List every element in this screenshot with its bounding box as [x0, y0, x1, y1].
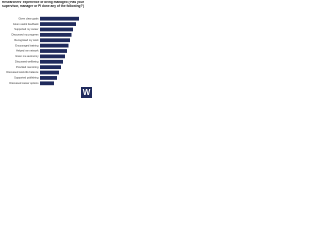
y-tick-label: Supported my career	[14, 27, 38, 31]
bar	[40, 43, 69, 48]
y-tick-label: Discussed work-life balance	[6, 70, 39, 74]
y-tick-label: Provided mentoring	[16, 65, 39, 69]
y-tick-label: Given me autonomy	[15, 54, 39, 58]
y-tick-label: Discussed wellbeing	[15, 59, 39, 63]
y-tick-label: Discussed career options	[9, 81, 39, 85]
bar	[40, 70, 59, 75]
bar	[40, 65, 61, 70]
bar	[40, 27, 73, 32]
bar	[40, 32, 72, 37]
chart: Researchers' experience of being managed…	[0, 0, 93, 100]
bar	[40, 22, 76, 26]
title-box: Researchers' experience of being managed…	[2, 1, 85, 8]
chart-title: Researchers' experience of being managed…	[2, 1, 85, 8]
y-tick-label: Given clear goals	[18, 16, 39, 20]
logo-box	[81, 87, 92, 98]
y-tick-label: Helped me network	[16, 49, 39, 53]
bar	[40, 81, 54, 86]
bar	[40, 59, 63, 64]
bar	[40, 49, 67, 53]
y-tick-label: Discussed my progress	[12, 33, 40, 37]
bar	[40, 76, 57, 80]
bar	[40, 38, 70, 43]
y-tick-label: Supported publishing	[14, 76, 39, 80]
bar	[40, 16, 79, 21]
logo: W	[83, 88, 91, 97]
y-tick-label: Encouraged training	[15, 43, 39, 47]
bar	[40, 54, 65, 59]
y-tick-label: Recognised my work	[14, 38, 39, 42]
y-tick-label: Given useful feedback	[13, 22, 39, 26]
